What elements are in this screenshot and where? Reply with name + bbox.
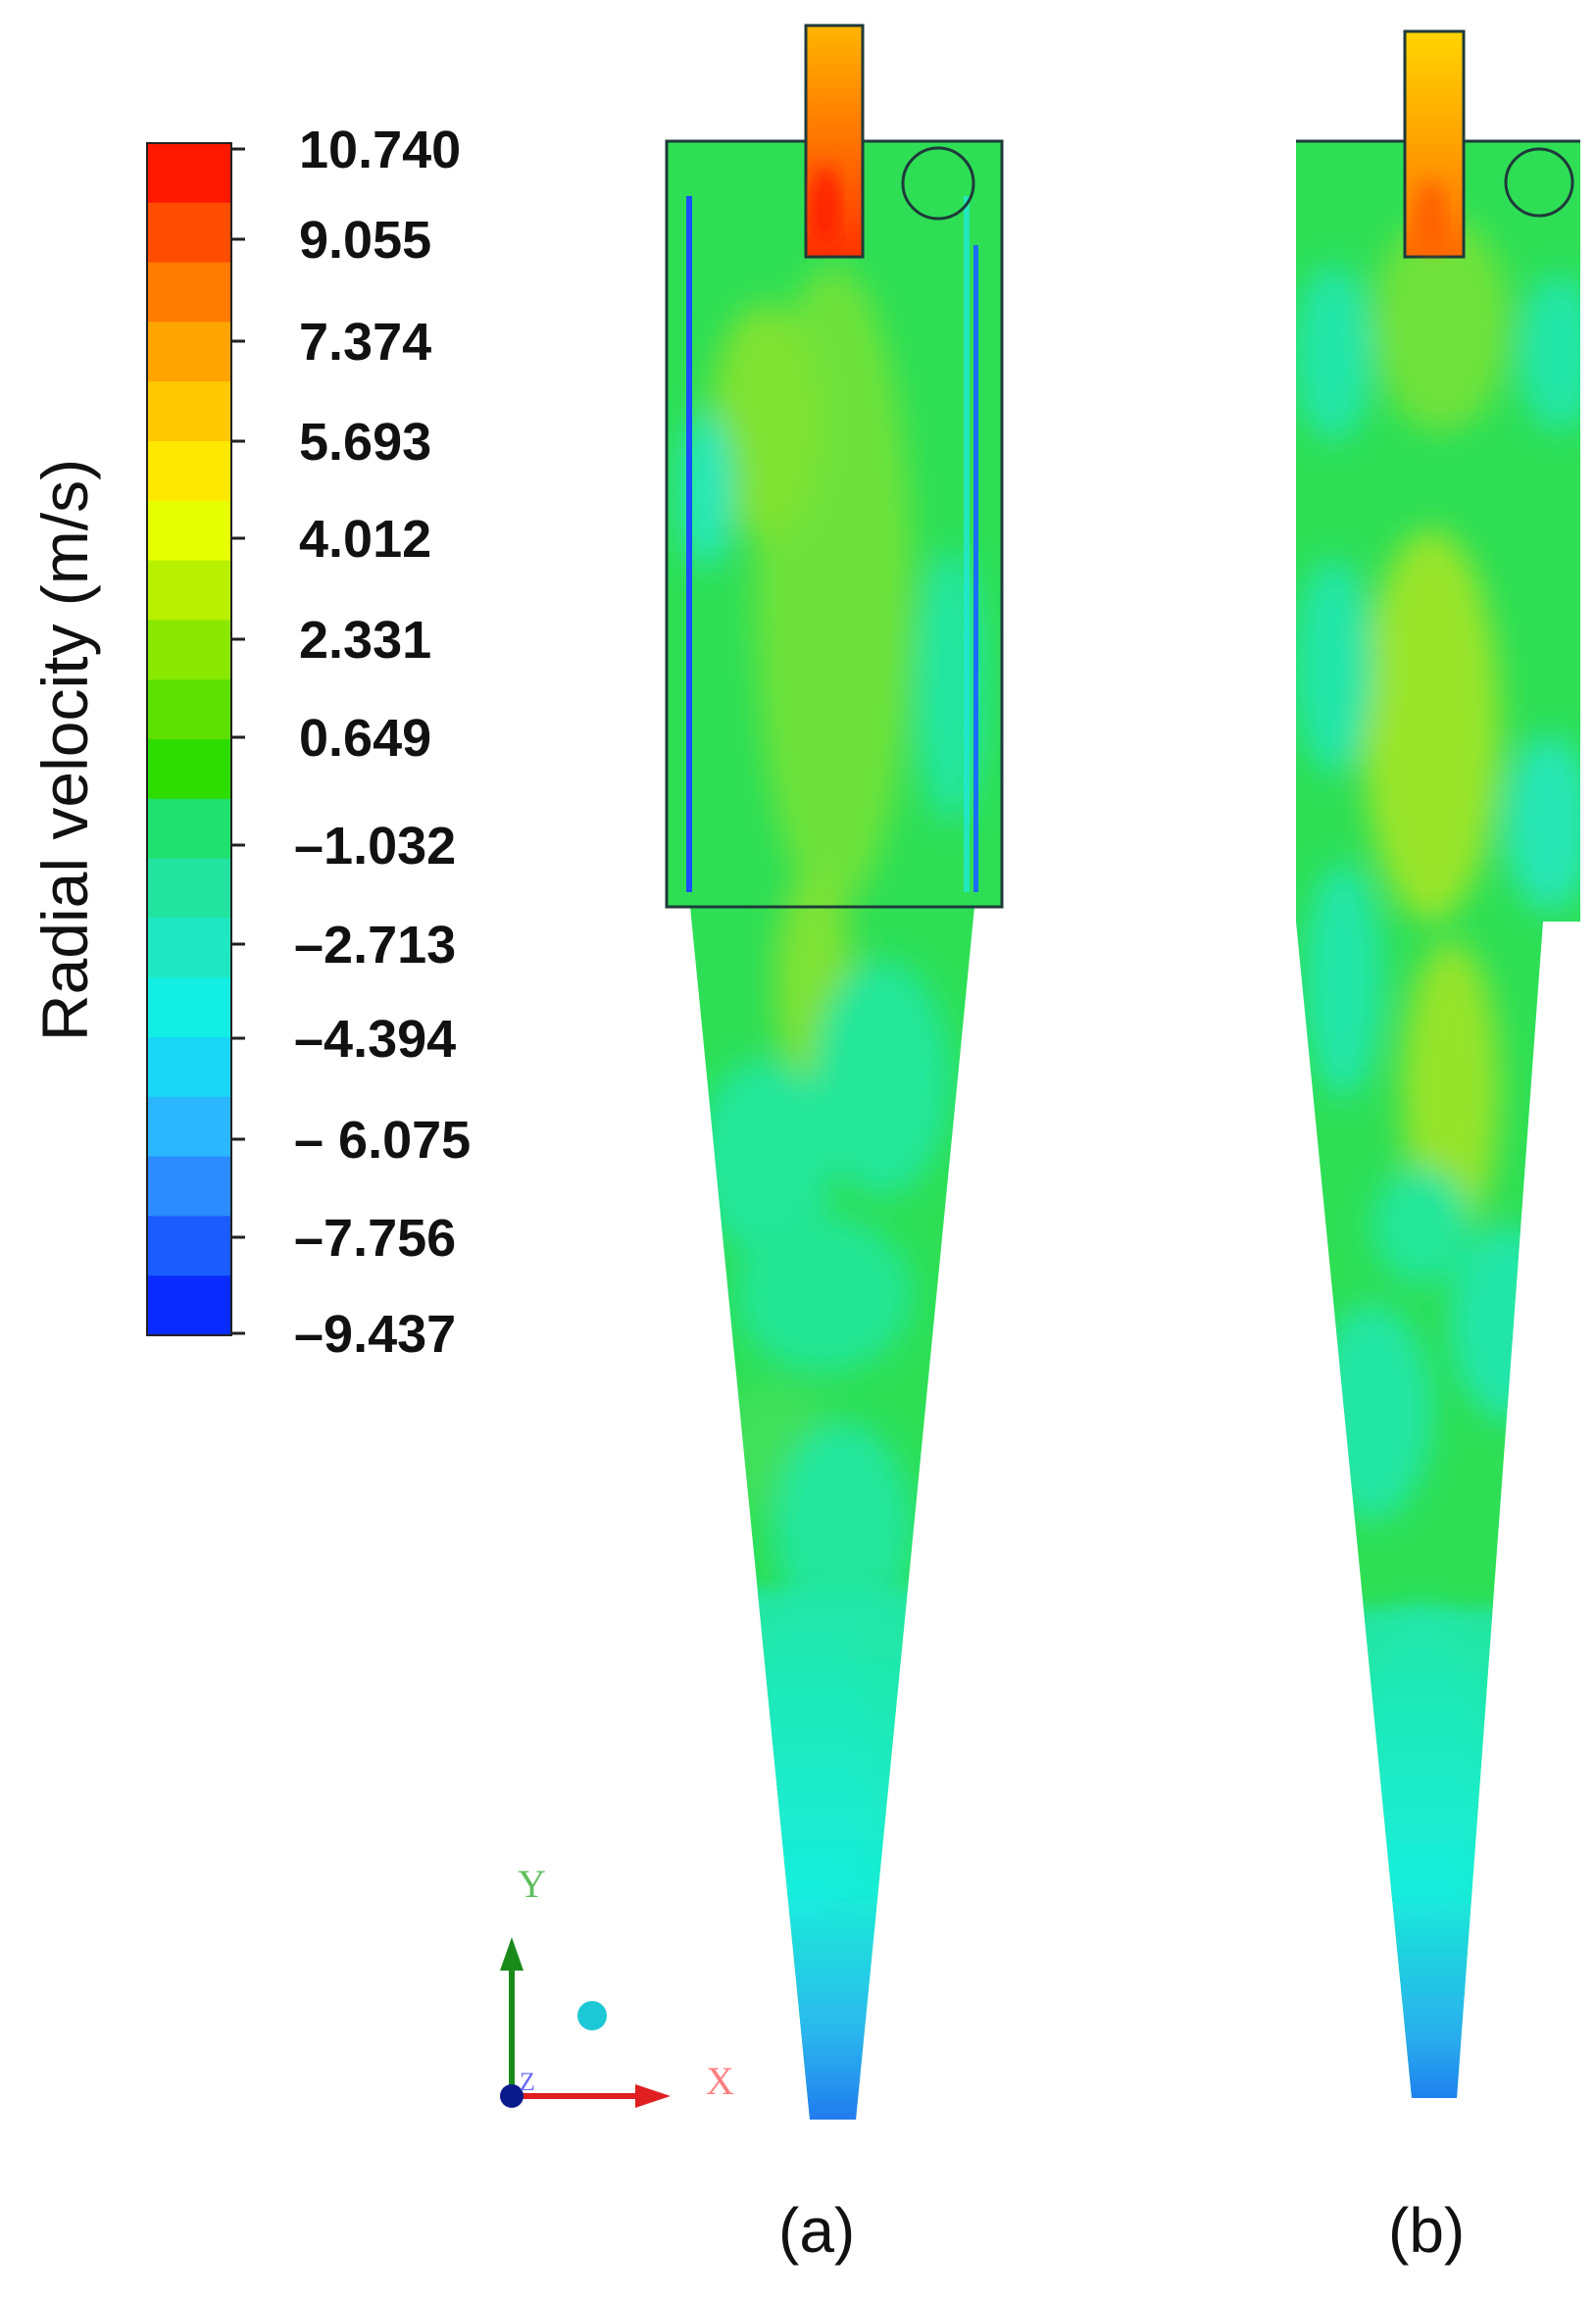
legend-band — [147, 441, 231, 502]
panel-label-b: (b) — [1388, 2195, 1466, 2266]
panel-label-a: (a) — [778, 2195, 856, 2266]
legend-tick-label: –4.394 — [294, 1010, 457, 1069]
legend-band — [147, 858, 231, 919]
cyclone-b-contour — [1296, 141, 1580, 2098]
legend-band — [147, 560, 231, 621]
z-axis-label: Z — [520, 2068, 535, 2096]
legend-tick-label: 4.012 — [299, 510, 432, 569]
legend-tick-label: –9.437 — [294, 1305, 457, 1364]
legend-band — [147, 1037, 231, 1098]
cyclone-a-inlet-circle — [901, 146, 975, 221]
legend-band — [147, 679, 231, 740]
legend-tick-label: – 6.075 — [294, 1111, 472, 1170]
y-axis-label: Y — [518, 1862, 546, 1906]
legend-band — [147, 202, 231, 264]
legend-tick-label: –2.713 — [294, 916, 457, 975]
legend-tick-label: –7.756 — [294, 1209, 457, 1268]
axis-triad: Y X Z — [500, 1862, 734, 2108]
legend-band — [147, 1216, 231, 1276]
legend-tick-label: 2.331 — [299, 611, 432, 670]
legend-tick-label: 0.649 — [299, 709, 432, 768]
legend-band — [147, 500, 231, 562]
legend-band — [147, 620, 231, 680]
legend-band — [147, 322, 231, 382]
legend-color-bar — [146, 142, 232, 1336]
legend-band — [147, 918, 231, 978]
legend-band — [147, 381, 231, 442]
legend-tick-label: 10.740 — [299, 121, 462, 179]
legend-band — [147, 1275, 231, 1336]
legend-tick-label: 9.055 — [299, 211, 432, 270]
x-axis-label: X — [706, 2059, 734, 2103]
cyclone-a — [665, 24, 1004, 2120]
cyclone-a-contour — [667, 141, 1002, 2120]
cyclone-b — [1296, 29, 1580, 2098]
cyclone-b-inlet-circle — [1504, 147, 1574, 218]
cyclone-a-cylinder-outline — [665, 139, 1004, 909]
legend-band — [147, 739, 231, 800]
legend-band — [147, 1156, 231, 1217]
legend-tick-marks — [231, 147, 245, 1335]
legend-band — [147, 1096, 231, 1158]
legend-tick-label: 7.374 — [299, 313, 432, 372]
legend-title: Radial velocity (m/s) — [28, 458, 101, 1042]
legend-tick-label: 5.693 — [299, 413, 432, 472]
legend-band — [147, 977, 231, 1038]
view-center-dot — [577, 2001, 607, 2030]
legend-band — [147, 143, 231, 204]
z-axis-dot — [500, 2084, 524, 2108]
legend-tick-label: –1.032 — [294, 817, 457, 875]
legend-band — [147, 262, 231, 323]
legend-band — [147, 798, 231, 860]
